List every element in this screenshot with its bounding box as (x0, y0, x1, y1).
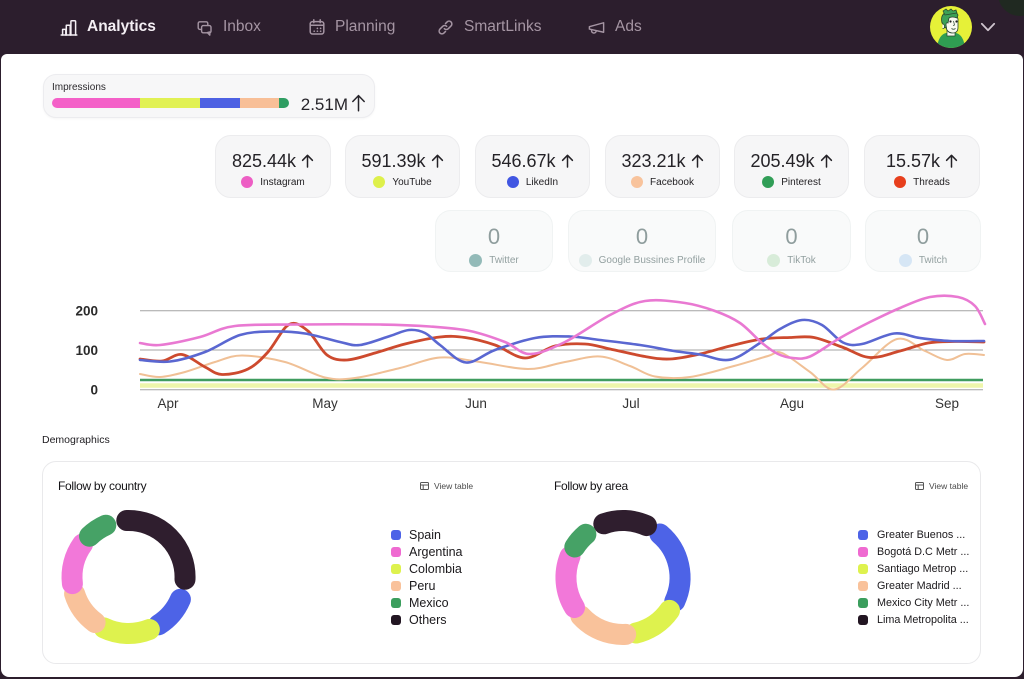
svg-text:Jun: Jun (465, 396, 487, 411)
svg-text:100: 100 (75, 343, 98, 358)
svg-text:0: 0 (90, 383, 98, 398)
svg-text:Sep: Sep (935, 396, 959, 411)
svg-text:Apr: Apr (157, 396, 179, 411)
svg-text:200: 200 (75, 304, 98, 319)
svg-text:Agu: Agu (780, 396, 804, 411)
svg-text:May: May (312, 396, 338, 411)
svg-text:Jul: Jul (622, 396, 639, 411)
